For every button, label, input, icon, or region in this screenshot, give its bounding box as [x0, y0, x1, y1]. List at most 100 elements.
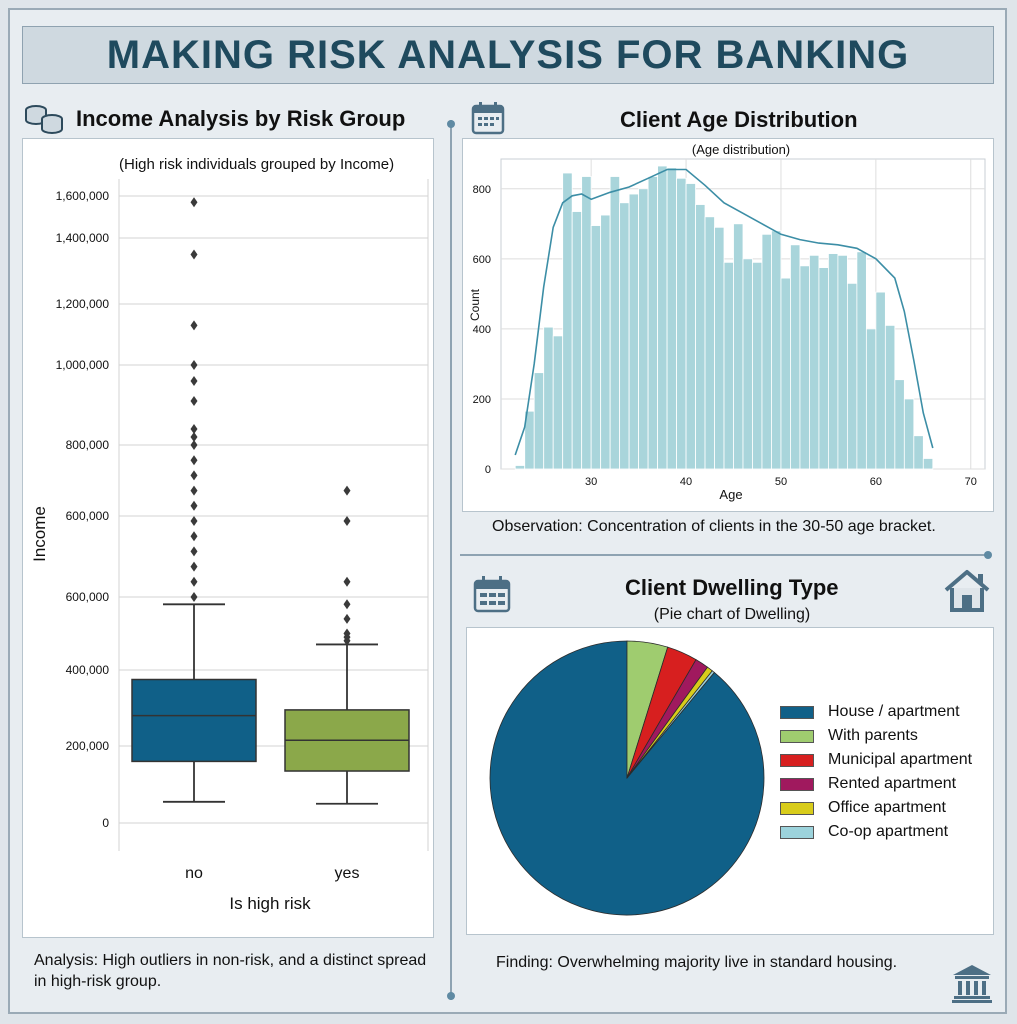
hist-bar — [761, 233, 772, 470]
income-section-title: Income Analysis by Risk Group — [76, 106, 406, 131]
hist-bar — [600, 214, 611, 470]
legend-item: Rented apartment — [780, 772, 990, 796]
box-outlier-point — [190, 440, 198, 450]
legend-item: Office apartment — [780, 796, 990, 820]
box-y-tick-label: 600,000 — [66, 590, 110, 604]
hist-bar — [666, 167, 677, 470]
legend-swatch-house — [780, 705, 814, 719]
box-outlier-point — [190, 320, 198, 331]
hist-x-tick-label: 50 — [775, 476, 787, 488]
dwelling-legend: House / apartment With parents Municipal… — [780, 700, 990, 844]
box-category-label-yes: yes — [335, 865, 360, 882]
dwelling-finding-note: Finding: Overwhelming majority live in s… — [496, 954, 898, 971]
legend-swatch-municipal — [780, 753, 814, 767]
box-outlier-point — [190, 546, 198, 557]
box-y-tick-label: 400,000 — [66, 663, 110, 677]
hist-x-tick-label: 30 — [585, 476, 597, 488]
legend-swatch-rented — [780, 777, 814, 791]
legend-label-office: Office apartment — [828, 799, 946, 816]
legend-swatch-parents — [780, 729, 814, 743]
age-y-axis-label: Count — [468, 288, 482, 321]
dwelling-section-title: Client Dwelling Type — [625, 575, 839, 600]
hist-bar — [922, 458, 934, 470]
header-banner: MAKING RISK ANALYSIS FOR BANKING — [22, 26, 994, 84]
pie-slice — [626, 670, 715, 779]
hist-bar — [628, 193, 640, 470]
box-y-tick-label: 0 — [102, 816, 109, 830]
income-chart-panel: (High risk individuals grouped by Income… — [22, 138, 434, 938]
hist-bar — [552, 335, 564, 470]
hist-bar — [809, 254, 820, 470]
income-analysis-note: Analysis: High outliers in non-risk, and… — [34, 952, 427, 990]
house-icon — [944, 570, 990, 612]
calendar-icon — [471, 102, 505, 135]
box-y-tick-label: 1,000,000 — [56, 358, 110, 372]
hist-y-tick-label: 600 — [473, 254, 491, 266]
legend-swatch-coop — [780, 825, 814, 839]
hist-y-tick-label: 0 — [485, 464, 491, 476]
box-outlier-point — [343, 613, 351, 624]
age-chart-panel: (Age distribution) 0 200 400 600 800 30 40 50 60… — [462, 138, 994, 512]
dwelling-chart-panel — [466, 627, 994, 935]
hist-y-tick-label: 200 — [473, 394, 491, 406]
box-iqr-rect — [131, 678, 257, 763]
dwelling-pie-chart — [489, 640, 765, 916]
dwelling-chart-subtitle: (Pie chart of Dwelling) — [653, 606, 811, 623]
hist-bar — [704, 216, 715, 470]
box-outlier-point — [190, 516, 198, 526]
hist-bar — [695, 204, 706, 470]
box-y-tick-label: 800,000 — [66, 438, 110, 452]
hist-bar — [676, 177, 687, 470]
hist-bar — [543, 326, 554, 470]
box-yes — [284, 485, 410, 805]
hist-bar — [657, 165, 668, 470]
hist-x-tick-label: 60 — [870, 476, 882, 488]
box-outlier-point — [190, 531, 198, 542]
box-outlier-point — [190, 592, 198, 602]
hist-bar — [828, 253, 839, 470]
box-outlier-point — [190, 360, 198, 370]
hist-bar — [790, 244, 801, 470]
box-outlier-point — [190, 485, 198, 496]
box-outlier-point — [190, 470, 198, 481]
hist-bar — [846, 282, 858, 470]
hist-bar — [865, 328, 877, 470]
box-y-tick-label: 600,000 — [66, 509, 110, 523]
box-outlier-point — [343, 599, 351, 610]
legend-item: Municipal apartment — [780, 748, 990, 772]
hist-bar — [638, 188, 649, 470]
box-outlier-point — [190, 561, 198, 572]
hist-x-tick-label: 40 — [680, 476, 692, 488]
box-outlier-point — [343, 635, 351, 646]
hist-bar — [619, 202, 630, 470]
box-outlier-point — [190, 576, 198, 587]
box-no — [131, 197, 257, 803]
age-histogram: (Age distribution) 0 200 400 600 800 30 40 50 60… — [468, 142, 986, 502]
hist-bar — [647, 176, 658, 470]
horizontal-divider — [460, 554, 988, 556]
hist-bar — [780, 277, 791, 470]
hist-bar — [752, 261, 763, 470]
hist-bar — [571, 211, 583, 470]
age-section-title: Client Age Distribution — [620, 107, 858, 132]
box-x-axis-label: Is high risk — [229, 894, 311, 913]
legend-item: With parents — [780, 724, 990, 748]
hist-bar — [903, 398, 915, 470]
vertical-divider — [450, 120, 452, 1000]
hist-bar — [590, 225, 602, 470]
legend-label-rented: Rented apartment — [828, 775, 957, 792]
box-outlier-point — [343, 576, 351, 587]
box-category-label-no: no — [185, 865, 203, 882]
hist-bar — [733, 223, 744, 470]
box-y-tick-label: 1,200,000 — [56, 297, 110, 311]
box-outlier-point — [343, 516, 351, 526]
box-outlier-point — [190, 249, 198, 260]
hist-bar — [609, 176, 621, 470]
box-y-tick-label: 200,000 — [66, 739, 110, 753]
legend-swatch-office — [780, 801, 814, 815]
box-outlier-point — [190, 432, 198, 442]
hist-bar — [856, 251, 867, 470]
box-outlier-point — [190, 455, 198, 466]
hist-bar — [723, 261, 734, 470]
box-outlier-point — [190, 500, 198, 511]
